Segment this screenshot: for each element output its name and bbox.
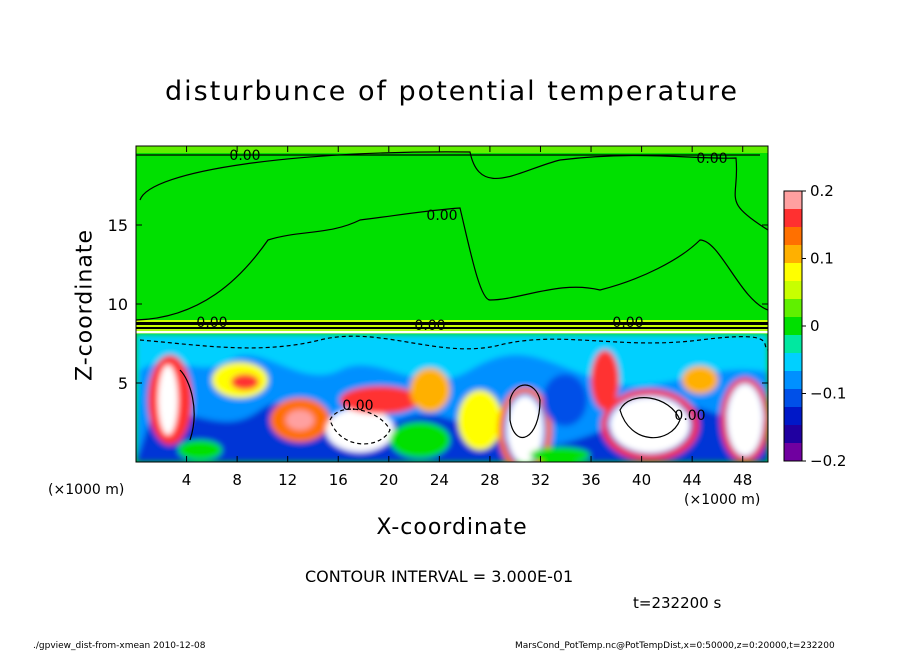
- contour-label: 0.00: [414, 318, 445, 334]
- colorbar-tick-label: −0.2: [810, 452, 846, 470]
- colorbar-swatch: [784, 335, 802, 354]
- colorbar-swatch: [784, 299, 802, 318]
- x-tick-label: 28: [480, 471, 499, 489]
- contour-label: 0.00: [342, 398, 373, 414]
- contour-label: 0.00: [229, 148, 260, 164]
- x-tick-label: 16: [329, 471, 348, 489]
- chart-title: disturbunce of potential temperature: [165, 76, 739, 107]
- x-tick-label: 20: [379, 471, 398, 489]
- x-tick-label: 12: [278, 471, 297, 489]
- y-axis-ticks: 5 10 15: [108, 216, 768, 393]
- x-axis-ticks: 4 8 12 16 20 24 28 32 36 40 44 48: [182, 146, 752, 489]
- colorbar-swatch: [784, 227, 802, 246]
- heatmap-field: [136, 146, 768, 462]
- colorbar-tick-label: 0.2: [810, 182, 834, 200]
- colorbar-swatch: [784, 407, 802, 426]
- contour-label: 0.00: [674, 408, 705, 424]
- footer-data-source: MarsCond_PotTemp.nc@PotTempDist,x=0:5000…: [515, 641, 835, 651]
- colorbar-swatch: [784, 281, 802, 300]
- x-unit-label-right: (×1000 m): [684, 492, 761, 508]
- colorbar-swatch: [784, 425, 802, 444]
- contour-label: 0.00: [196, 315, 227, 331]
- y-tick-label: 15: [108, 216, 128, 235]
- footer-script-info: ./gpview_dist-from-xmean 2010-12-08: [33, 641, 206, 651]
- x-axis-label: X-coordinate: [376, 515, 528, 540]
- x-tick-label: 4: [182, 471, 192, 489]
- x-tick-label: 44: [683, 471, 702, 489]
- colorbar-swatch: [784, 209, 802, 228]
- x-tick-label: 40: [632, 471, 651, 489]
- x-unit-label-left: (×1000 m): [48, 482, 125, 498]
- y-tick-label: 10: [108, 295, 128, 314]
- contour-label: 0.00: [612, 315, 643, 331]
- contour-label: 0.00: [426, 208, 457, 224]
- x-tick-label: 36: [581, 471, 600, 489]
- contour-interval-label: CONTOUR INTERVAL = 3.000E-01: [305, 567, 574, 586]
- contour-labels: 0.00 0.00 0.00 0.00 0.00 0.00 0.00 0.00: [196, 148, 727, 424]
- colorbar-swatch: [784, 317, 802, 336]
- colorbar-swatch: [784, 245, 802, 264]
- colorbar-swatch: [784, 443, 802, 462]
- colorbar-swatch: [784, 263, 802, 282]
- colorbar-tick-label: 0.1: [810, 250, 834, 268]
- x-tick-label: 24: [430, 471, 449, 489]
- x-tick-label: 48: [733, 471, 752, 489]
- y-tick-label: 5: [118, 374, 128, 393]
- time-label: t=232200 s: [633, 594, 722, 612]
- x-tick-label: 32: [531, 471, 550, 489]
- colorbar-swatch: [784, 353, 802, 372]
- contour-label: 0.00: [696, 151, 727, 167]
- colorbar-swatch: [784, 371, 802, 390]
- colorbar-tick-label: −0.1: [810, 385, 846, 403]
- colorbar-tick-label: 0: [810, 317, 820, 335]
- colorbar-swatch: [784, 191, 802, 210]
- colorbar: 0.2 0.1 0 −0.1 −0.2: [783, 182, 846, 470]
- colorbar-swatch: [784, 389, 802, 408]
- x-tick-label: 8: [232, 471, 242, 489]
